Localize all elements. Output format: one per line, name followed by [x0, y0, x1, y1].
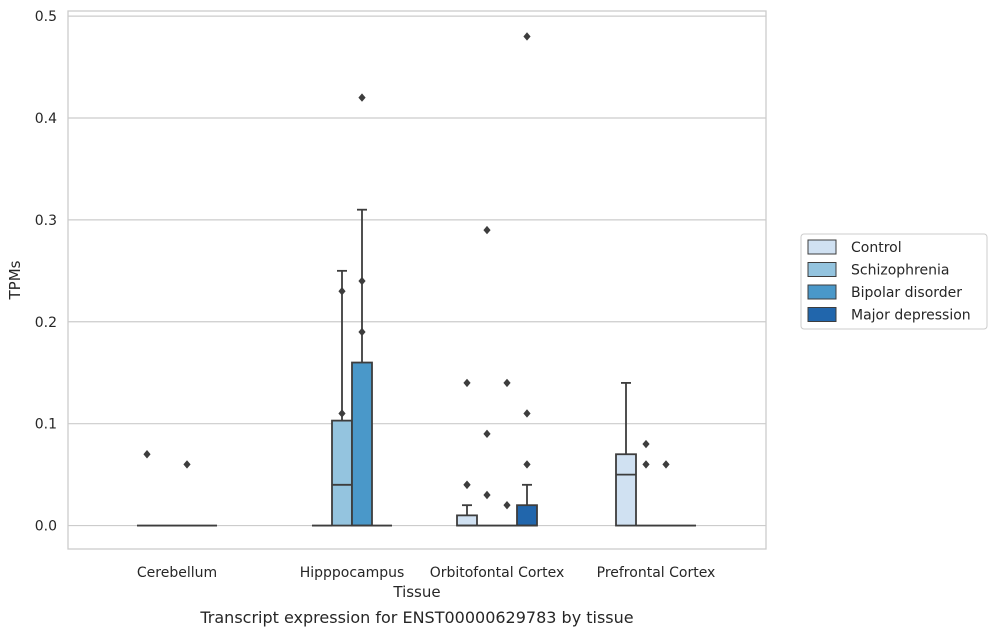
- outlier-point: [358, 93, 366, 102]
- x-tick-labels: Cerebellum Hipppocampus Orbitofontal Corte…: [137, 565, 715, 581]
- x-tick-label: Cerebellum: [137, 565, 217, 581]
- box-0-3: [615, 382, 637, 527]
- outlier-point: [523, 409, 531, 418]
- box-0-2: [456, 504, 478, 527]
- legend-label: Schizophrenia: [851, 263, 949, 279]
- legend-swatch: [807, 284, 837, 300]
- outlier-point: [463, 480, 471, 490]
- legend-label: Major depression: [851, 308, 971, 324]
- legend-label: Control: [851, 240, 902, 256]
- legend-swatch: [807, 307, 837, 322]
- x-tick-label: Prefrontal Cortex: [597, 565, 716, 581]
- y-tick-labels: 0.0 0.1 0.2 0.3 0.4 0.5: [35, 9, 57, 534]
- outlier-point: [463, 378, 471, 388]
- outlier-point: [483, 225, 491, 235]
- outlier-point: [523, 460, 531, 469]
- x-tick-label: Orbitofontal Cortex: [430, 565, 565, 581]
- outlier-point: [503, 500, 511, 510]
- outlier-point: [642, 460, 650, 469]
- y-tick-label: 0.0: [35, 519, 57, 535]
- outlier-point: [358, 276, 366, 286]
- outlier-point: [483, 490, 491, 500]
- chart-caption: Transcript expression for ENST0000062978…: [199, 608, 633, 627]
- legend-frame: [800, 233, 988, 330]
- y-tick-label: 0.2: [35, 315, 57, 331]
- outlier-point: [143, 450, 151, 459]
- box-series: [137, 208, 696, 527]
- outlier-point: [358, 327, 366, 337]
- y-tick-label: 0.5: [35, 9, 57, 25]
- legend: Control Schizophrenia Bipolar disorder Majo…: [800, 233, 988, 330]
- outlier-point: [338, 287, 346, 296]
- box-body: [456, 514, 478, 527]
- box-2-1: [351, 208, 373, 527]
- outlier-point: [642, 439, 650, 449]
- outlier-points: [143, 32, 670, 510]
- box-3-2: [516, 483, 538, 527]
- legend-swatch: [807, 239, 837, 255]
- outlier-point: [662, 460, 670, 469]
- legend-label: Bipolar disorder: [851, 285, 962, 301]
- box-body: [331, 419, 353, 527]
- legend-swatch: [807, 262, 837, 277]
- y-tick-label: 0.3: [35, 213, 57, 229]
- outlier-point: [523, 32, 531, 41]
- box-body: [351, 361, 373, 527]
- box-body: [615, 453, 637, 527]
- y-tick-label: 0.4: [35, 111, 57, 127]
- outlier-point: [503, 378, 511, 388]
- plot-frame: [67, 10, 767, 550]
- legend-items: Control Schizophrenia Bipolar disorder Majo…: [807, 239, 971, 324]
- x-axis-label: Tissue: [392, 583, 440, 601]
- y-axis-label: TPMs: [6, 260, 24, 300]
- outlier-point: [338, 409, 346, 418]
- outlier-point: [483, 429, 491, 439]
- box-body: [516, 504, 538, 527]
- x-tick-label: Hipppocampus: [300, 565, 405, 581]
- outlier-point: [183, 460, 191, 469]
- y-tick-label: 0.1: [35, 417, 57, 433]
